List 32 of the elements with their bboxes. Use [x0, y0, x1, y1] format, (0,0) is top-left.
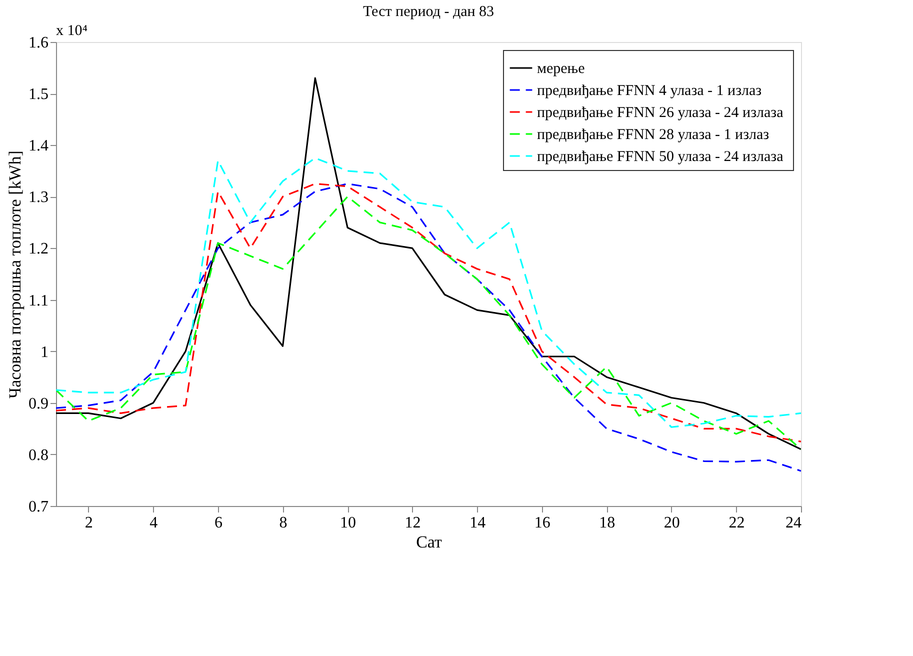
x-tick-label: 4 — [150, 514, 158, 532]
legend-label: предвиђање FFNN 26 улаза - 24 излаза — [537, 105, 784, 121]
x-tick-label: 20 — [664, 514, 680, 532]
y-tick-label: 1.3 — [28, 189, 48, 206]
legend-label: предвиђање FFNN 50 улаза - 24 излаза — [537, 149, 784, 165]
text: x 10⁴ — [56, 23, 88, 39]
legend-label: мерење — [537, 61, 586, 77]
y-tick-label: 1.1 — [28, 292, 48, 310]
y-tick-label: 0.8 — [28, 446, 48, 464]
x-tick-label: 24 — [786, 514, 802, 532]
x-tick-label: 14 — [470, 514, 486, 532]
x-tick-label: 10 — [340, 514, 356, 532]
x-axis-title: Сат — [416, 532, 443, 552]
y-tick-label: 0.9 — [28, 395, 48, 412]
y-tick-label: 1 — [40, 344, 48, 361]
y-axis-title: Часовна потрошња топлоте [kWh] — [6, 150, 24, 398]
x-tick-label: 22 — [728, 514, 745, 532]
legend-label: предвиђање FFNN 28 улаза - 1 излаз — [537, 127, 770, 143]
x-tick-label: 12 — [404, 514, 421, 532]
y-tick-label: 1.6 — [28, 34, 48, 52]
y-tick-label: 0.7 — [28, 498, 48, 516]
x-tick-label: 8 — [279, 514, 288, 532]
x-tick-label: 16 — [534, 514, 550, 532]
y-tick-label: 1.4 — [28, 138, 48, 155]
y-tick-label: 1.5 — [28, 86, 48, 104]
x-tick-label: 6 — [214, 514, 222, 532]
legend-label: предвиђање FFNN 4 улаза - 1 излаз — [537, 83, 762, 99]
x-tick-label: 2 — [84, 514, 93, 532]
line-series — [56, 77, 801, 450]
x-tick-label: 18 — [599, 514, 616, 532]
y-tick-label: 1.2 — [28, 240, 48, 258]
chart-title: Тест период - дан 83 — [362, 4, 494, 20]
